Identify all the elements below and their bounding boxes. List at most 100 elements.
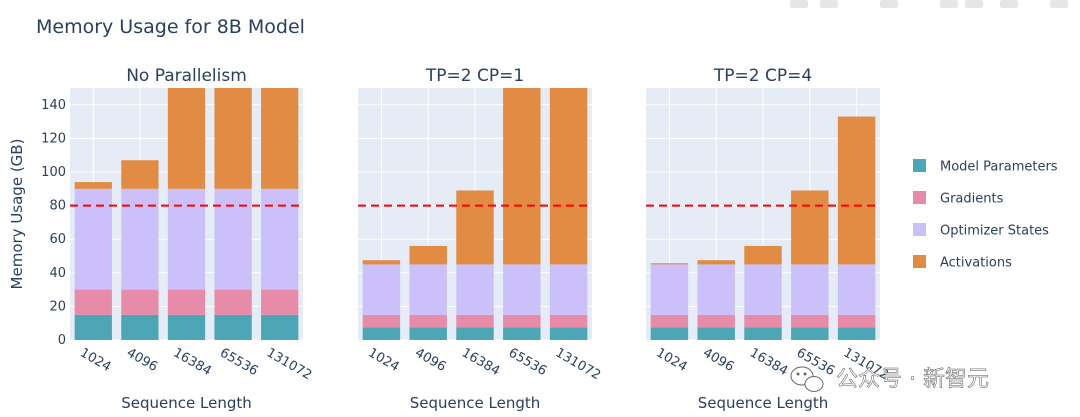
bar-activations[interactable] — [121, 160, 159, 189]
bar-gradients[interactable] — [650, 314, 689, 328]
bar-gradients[interactable] — [121, 289, 159, 315]
bar-activations[interactable] — [456, 190, 494, 265]
bar-model-parameters[interactable] — [837, 327, 876, 340]
bar-optimizer-states[interactable] — [409, 264, 447, 315]
bar-gradients[interactable] — [744, 314, 782, 328]
bar-activations[interactable] — [261, 88, 299, 189]
toolbar-pan-icon[interactable] — [880, 0, 898, 8]
bar-gradients[interactable] — [409, 314, 447, 328]
bar-activations[interactable] — [74, 182, 112, 189]
bar-activations[interactable] — [503, 88, 541, 265]
toolbar-zoom-out-icon[interactable] — [965, 0, 983, 8]
bar-gradients[interactable] — [261, 289, 299, 315]
bar-optimizer-states[interactable] — [837, 264, 876, 315]
bar-gradients[interactable] — [697, 314, 735, 328]
bar-optimizer-states[interactable] — [791, 264, 829, 315]
bar-model-parameters[interactable] — [650, 327, 689, 340]
bar-gradients[interactable] — [837, 314, 876, 328]
bar-model-parameters[interactable] — [167, 314, 206, 340]
bar-activations[interactable] — [697, 260, 735, 265]
y-axis-title: Memory Usage (GB) — [8, 139, 26, 290]
bar-model-parameters[interactable] — [214, 314, 252, 340]
x-tick-label: 4096 — [700, 345, 736, 375]
legend[interactable]: Model Parameters Gradients Optimizer State… — [913, 159, 1058, 271]
x-tick-label: 65536 — [217, 345, 260, 379]
bar-optimizer-states[interactable] — [121, 188, 159, 290]
bar-activations[interactable] — [214, 88, 252, 189]
toolbar-plotly-icon[interactable] — [1050, 0, 1068, 8]
bar-optimizer-states[interactable] — [549, 264, 588, 315]
y-tick-label: 20 — [49, 299, 66, 314]
bar-gradients[interactable] — [167, 289, 206, 315]
bar-gradients[interactable] — [456, 314, 494, 328]
legend-item[interactable]: Optimizer States — [913, 223, 1049, 239]
bar-gradients[interactable] — [791, 314, 829, 328]
bar-activations[interactable] — [549, 88, 588, 265]
x-tick-label: 1024 — [77, 345, 113, 375]
x-tick-label: 4096 — [412, 345, 448, 375]
bar-model-parameters[interactable] — [744, 327, 782, 340]
toolbar-zoom-in-icon[interactable] — [940, 0, 958, 8]
bar-optimizer-states[interactable] — [167, 188, 206, 290]
bar-activations[interactable] — [837, 116, 876, 265]
bar-model-parameters[interactable] — [791, 327, 829, 340]
bar-model-parameters[interactable] — [456, 327, 494, 340]
bar-optimizer-states[interactable] — [456, 264, 494, 315]
legend-swatch — [913, 159, 926, 172]
legend-item[interactable]: Activations — [913, 255, 1012, 271]
y-tick-label: 60 — [49, 232, 66, 247]
legend-label: Activations — [940, 256, 1012, 271]
bar-gradients[interactable] — [362, 314, 401, 328]
x-tick-label: 16384 — [747, 345, 790, 379]
bar-optimizer-states[interactable] — [362, 264, 401, 315]
bar-activations[interactable] — [409, 245, 447, 265]
bar-activations[interactable] — [650, 263, 689, 265]
bar-model-parameters[interactable] — [121, 314, 159, 340]
bar-optimizer-states[interactable] — [261, 188, 299, 290]
bar-model-parameters[interactable] — [261, 314, 299, 340]
toolbar-reset-icon[interactable] — [1000, 0, 1018, 8]
plot-toolbar[interactable] — [790, 0, 1068, 8]
x-axis-title: Sequence Length — [698, 394, 829, 412]
x-tick-label: 1024 — [365, 345, 401, 375]
subplot-title: No Parallelism — [126, 66, 247, 86]
bar-gradients[interactable] — [549, 314, 588, 328]
legend-item[interactable]: Model Parameters — [913, 159, 1058, 175]
legend-item[interactable]: Gradients — [913, 191, 1004, 207]
legend-swatch — [913, 255, 926, 268]
y-tick-label: 80 — [49, 199, 66, 214]
bar-model-parameters[interactable] — [503, 327, 541, 340]
subplot-title: TP=2 CP=1 — [425, 66, 524, 86]
bar-model-parameters[interactable] — [362, 327, 401, 340]
bar-optimizer-states[interactable] — [744, 264, 782, 315]
bar-activations[interactable] — [744, 245, 782, 265]
x-tick-label: 16384 — [171, 345, 214, 379]
y-tick-label: 0 — [58, 333, 66, 348]
x-tick-label: 65536 — [506, 345, 549, 379]
bar-gradients[interactable] — [74, 289, 112, 315]
bar-activations[interactable] — [362, 260, 401, 265]
y-tick-label: 120 — [41, 131, 66, 146]
watermark: 公众号 · 新智元 — [790, 366, 989, 392]
bar-gradients[interactable] — [214, 289, 252, 315]
legend-label: Optimizer States — [940, 224, 1049, 239]
bar-activations[interactable] — [791, 190, 829, 265]
bar-optimizer-states[interactable] — [503, 264, 541, 315]
bar-model-parameters[interactable] — [549, 327, 588, 340]
bar-model-parameters[interactable] — [697, 327, 735, 340]
subplot-2: TP=2 CP=1 1024 4096 16384 65536 131072 Sequenc… — [358, 66, 603, 412]
bar-gradients[interactable] — [503, 314, 541, 328]
bar-model-parameters[interactable] — [409, 327, 447, 340]
bar-activations[interactable] — [167, 88, 206, 189]
legend-label: Model Parameters — [940, 160, 1058, 175]
bar-optimizer-states[interactable] — [74, 188, 112, 290]
toolbar-zoom-icon[interactable] — [820, 0, 838, 8]
toolbar-camera-icon[interactable] — [790, 0, 808, 8]
bar-model-parameters[interactable] — [74, 314, 112, 340]
bar-optimizer-states[interactable] — [214, 188, 252, 290]
bar-optimizer-states[interactable] — [697, 264, 735, 315]
bar-optimizer-states[interactable] — [650, 264, 689, 315]
